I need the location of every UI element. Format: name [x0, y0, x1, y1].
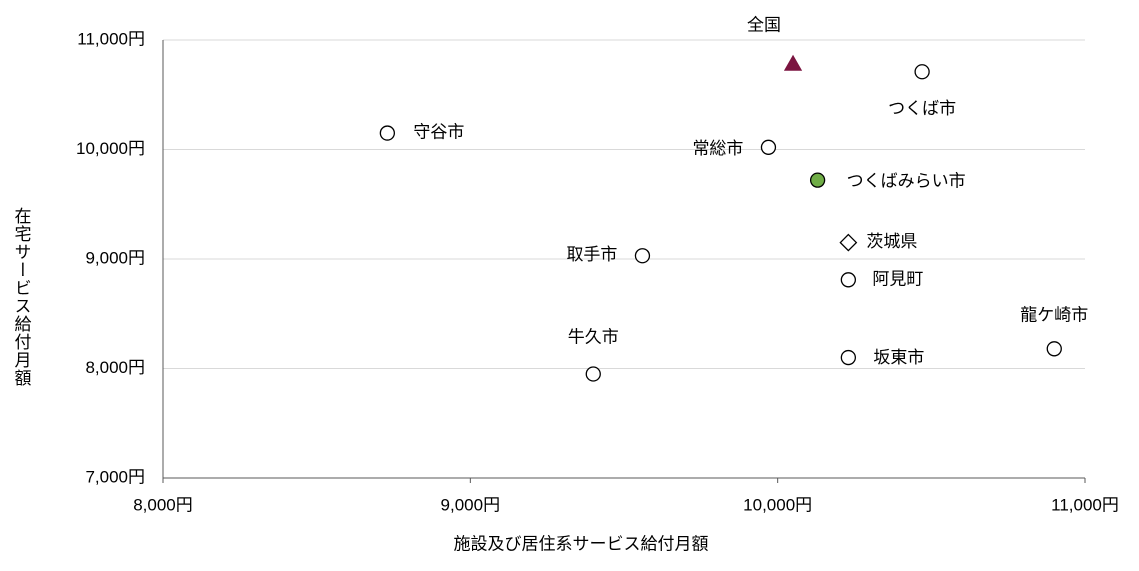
y-tick-label: 10,000円 [76, 139, 145, 158]
x-tick-label: 11,000円 [1051, 495, 1119, 514]
marker-triangle [783, 54, 803, 71]
point-label: 全国 [747, 16, 781, 35]
marker-circle [634, 248, 651, 264]
point-label: 茨城県 [866, 232, 917, 251]
point-label: 龍ケ崎市 [1020, 305, 1088, 324]
marker-circle [809, 172, 826, 188]
x-tick-label: 8,000円 [133, 495, 193, 514]
y-tick-label: 8,000円 [85, 358, 145, 377]
point-label: 阿見町 [872, 269, 923, 288]
y-tick-label: 11,000円 [77, 29, 145, 48]
marker-circle [1046, 341, 1062, 357]
point-label: 取手市 [566, 245, 617, 264]
x-tick-label: 9,000円 [441, 495, 501, 514]
marker-diamond [839, 233, 858, 252]
point-label: 常総市 [692, 139, 743, 158]
x-axis-title: 施設及び居住系サービス給付月額 [454, 534, 709, 553]
marker-circle [840, 272, 857, 288]
point-label: つくば市 [888, 99, 956, 118]
marker-circle [379, 125, 396, 141]
y-tick-label: 7,000円 [85, 467, 145, 486]
x-tick-label: 10,000円 [743, 495, 812, 514]
marker-circle [585, 366, 601, 382]
point-label: つくばみらい市 [847, 172, 966, 191]
marker-circle [914, 64, 930, 80]
marker-circle [840, 349, 857, 366]
y-tick-label: 9,000円 [85, 248, 145, 267]
y-axis-title: 在宅サービス給付月額 [12, 207, 32, 387]
point-label: 坂東市 [873, 348, 924, 367]
marker-circle [760, 139, 777, 155]
point-label: 牛久市 [568, 327, 619, 346]
point-label: 守谷市 [413, 123, 464, 142]
